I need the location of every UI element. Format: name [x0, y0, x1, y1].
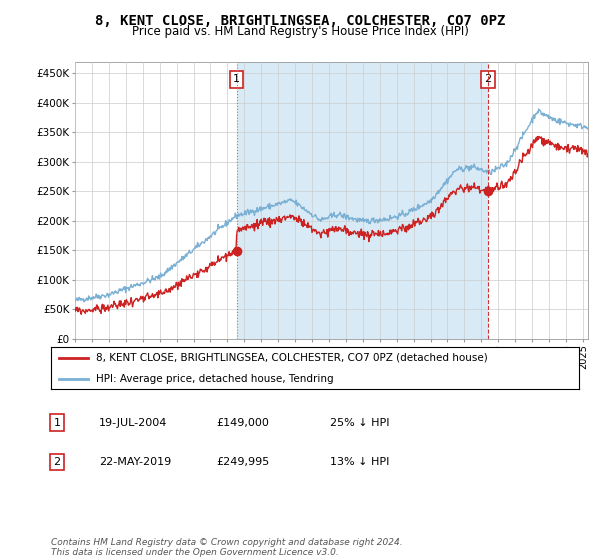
Text: Contains HM Land Registry data © Crown copyright and database right 2024.
This d: Contains HM Land Registry data © Crown c… — [51, 538, 403, 557]
Bar — [236, 62, 488, 339]
Text: 8, KENT CLOSE, BRIGHTLINGSEA, COLCHESTER, CO7 0PZ: 8, KENT CLOSE, BRIGHTLINGSEA, COLCHESTER… — [95, 14, 505, 28]
Text: 2: 2 — [484, 74, 491, 85]
Text: £249,995: £249,995 — [216, 457, 269, 467]
Text: 8, KENT CLOSE, BRIGHTLINGSEA, COLCHESTER, CO7 0PZ (detached house): 8, KENT CLOSE, BRIGHTLINGSEA, COLCHESTER… — [96, 353, 488, 363]
Text: 19-JUL-2004: 19-JUL-2004 — [99, 418, 167, 428]
Text: 13% ↓ HPI: 13% ↓ HPI — [330, 457, 389, 467]
Text: 1: 1 — [233, 74, 240, 85]
Text: £149,000: £149,000 — [216, 418, 269, 428]
Text: HPI: Average price, detached house, Tendring: HPI: Average price, detached house, Tend… — [96, 374, 334, 384]
Text: 2: 2 — [53, 457, 61, 467]
Text: 1: 1 — [53, 418, 61, 428]
Text: 22-MAY-2019: 22-MAY-2019 — [99, 457, 171, 467]
Text: Price paid vs. HM Land Registry's House Price Index (HPI): Price paid vs. HM Land Registry's House … — [131, 25, 469, 38]
Text: 25% ↓ HPI: 25% ↓ HPI — [330, 418, 389, 428]
